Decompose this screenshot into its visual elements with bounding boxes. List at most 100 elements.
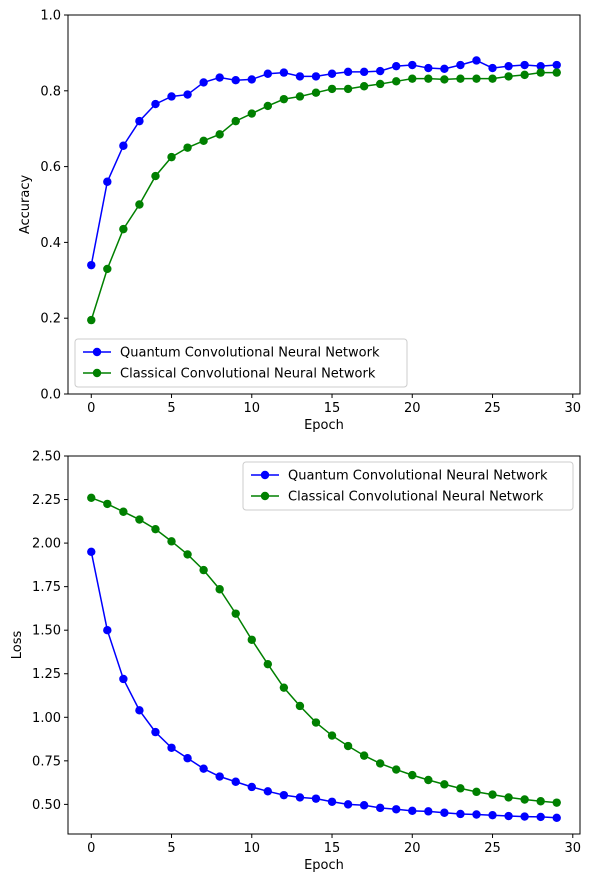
data-point (231, 777, 240, 786)
data-point (279, 683, 289, 692)
data-point (327, 731, 337, 740)
data-point (343, 800, 353, 809)
data-point (103, 264, 112, 274)
x-tick-label: 20 (404, 841, 421, 856)
plot-frame (67, 455, 581, 835)
y-tick-label: 0.50 (32, 798, 61, 813)
data-point (536, 797, 545, 806)
x-tick-label: 10 (244, 401, 261, 416)
data-point (327, 797, 337, 806)
y-tick-label: 2.00 (32, 537, 61, 552)
data-point (343, 67, 353, 77)
data-point (183, 90, 192, 99)
data-point (167, 92, 176, 101)
data-point (327, 84, 337, 94)
data-point (504, 811, 513, 821)
y-tick-label: 0.6 (40, 160, 61, 175)
x-tick-label: 5 (167, 841, 175, 856)
x-tick-label: 15 (324, 401, 341, 416)
data-point (504, 61, 513, 71)
data-point (151, 727, 160, 737)
data-point (359, 801, 369, 810)
data-point (199, 565, 208, 575)
y-tick-label: 1.75 (32, 580, 61, 595)
data-point (119, 141, 128, 150)
x-axis-label: Epoch (304, 858, 344, 873)
data-point (359, 82, 369, 91)
y-tick-label: 0.0 (40, 388, 61, 403)
data-point (231, 609, 240, 618)
series-line-1 (91, 497, 557, 804)
data-point (311, 794, 321, 803)
data-point (119, 224, 128, 234)
y-tick-label: 1.25 (32, 667, 61, 682)
legend-marker (260, 491, 270, 501)
y-tick-label: 1.00 (32, 711, 61, 726)
y-tick-label: 0.8 (40, 84, 61, 99)
data-point (440, 64, 449, 74)
data-point (279, 790, 289, 800)
y-tick-label: 2.25 (32, 493, 61, 508)
data-point (295, 793, 305, 802)
plot-frame (67, 14, 581, 395)
data-point (87, 260, 96, 270)
data-point (440, 780, 449, 789)
data-point (151, 524, 160, 534)
legend-box (74, 338, 408, 388)
series-line-0 (90, 551, 557, 819)
data-point (440, 75, 449, 84)
data-point (504, 793, 513, 802)
data-point (327, 69, 337, 78)
data-point (375, 759, 385, 768)
data-point (359, 751, 369, 760)
data-point (424, 74, 433, 83)
data-point (424, 775, 433, 785)
x-tick-label: 30 (565, 401, 582, 416)
data-point (295, 92, 305, 101)
data-point (472, 810, 481, 819)
data-point (215, 130, 224, 139)
data-point (103, 625, 112, 635)
data-point (456, 809, 465, 819)
x-axis-label: Epoch (304, 418, 344, 433)
data-point (151, 99, 160, 109)
data-point (424, 63, 433, 73)
accuracy-chart-panel: 0 5 10 15 20 25 30 0.0 0.2 0.4 0.6 0.8 1.0 Epoch Accur… (18, 9, 581, 434)
data-point (343, 741, 353, 751)
data-point (119, 674, 128, 684)
data-point (135, 706, 144, 715)
data-point (135, 515, 144, 524)
data-point (199, 78, 208, 87)
legend-entry: Classical Convolutional Neural Network (288, 490, 544, 505)
data-point (392, 77, 401, 86)
data-point (263, 101, 273, 111)
y-tick-label: 0.2 (40, 312, 61, 327)
data-point (199, 764, 208, 773)
data-point (199, 136, 208, 146)
data-point (359, 67, 369, 77)
data-point (135, 200, 144, 209)
data-point (311, 72, 321, 81)
y-axis-label: Loss (10, 631, 25, 660)
data-point (263, 69, 273, 78)
data-point (247, 782, 256, 792)
data-point (488, 63, 497, 73)
data-point (375, 803, 385, 813)
x-tick-label: 10 (244, 841, 261, 856)
data-point (488, 810, 497, 820)
y-tick-label: 0.4 (40, 236, 61, 251)
data-point (183, 143, 192, 152)
data-point (408, 60, 417, 70)
data-point (87, 315, 96, 325)
data-point (472, 74, 481, 83)
data-point (536, 61, 545, 71)
legend-marker (260, 470, 270, 480)
data-point (167, 537, 176, 546)
x-tick-label: 20 (404, 401, 421, 416)
data-point (520, 795, 529, 804)
data-point (456, 784, 465, 793)
x-tick-label: 5 (167, 401, 175, 416)
data-point (135, 116, 144, 126)
data-point (167, 743, 176, 752)
data-point (295, 72, 305, 81)
